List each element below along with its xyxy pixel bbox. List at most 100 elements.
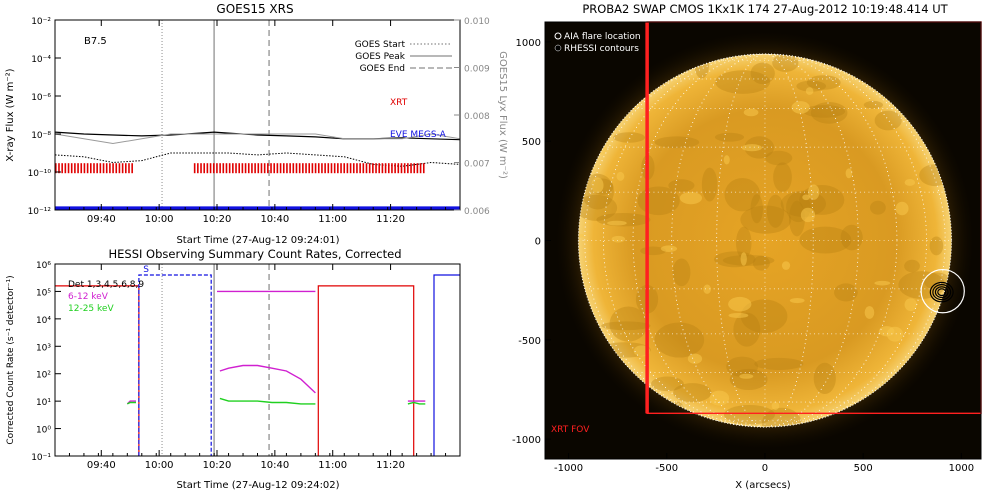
goes-xrt-interval-tick bbox=[193, 163, 196, 174]
goes-xrt-interval-tick bbox=[251, 163, 253, 174]
goes-legend-label: GOES Peak bbox=[355, 52, 405, 62]
hessi-saa-state-line bbox=[433, 274, 460, 456]
swap-bright-region bbox=[723, 155, 730, 165]
goes-xrt-interval-tick bbox=[352, 163, 355, 174]
swap-bright-region bbox=[864, 306, 875, 319]
hessi-state-label: S bbox=[143, 265, 149, 275]
swap-legend-label: AIA flare location bbox=[564, 32, 641, 42]
swap-dark-region bbox=[701, 167, 718, 202]
goes-xrt-interval-tick bbox=[368, 163, 371, 174]
goes-xrt-interval-tick bbox=[308, 163, 311, 174]
goes-chart-title: GOES15 XRS bbox=[216, 2, 293, 16]
swap-dark-region bbox=[754, 357, 804, 370]
goes-xrt-interval-tick bbox=[128, 163, 130, 174]
goes-legend-label: GOES Start bbox=[355, 40, 406, 50]
swap-x-tick-label: 1000 bbox=[949, 463, 974, 474]
hessi-count-rate-chart: HESSI Observing Summary Count Rates, Cor… bbox=[6, 247, 461, 491]
goes-right-y-axis-label: GOES15 Lyx Flux (W m⁻²) bbox=[497, 51, 508, 179]
goes-xrt-interval-tick bbox=[77, 163, 79, 174]
goes-y-tick-label: 10⁻⁸ bbox=[31, 131, 51, 141]
swap-bright-region bbox=[728, 296, 752, 312]
swap-dark-region bbox=[651, 376, 684, 392]
swap-dark-region bbox=[840, 224, 863, 251]
swap-longitude-line bbox=[584, 53, 946, 428]
goes-xrt-interval-tick bbox=[346, 163, 349, 174]
hessi-x-tick-label: 11:00 bbox=[318, 460, 347, 471]
goes-xrt-interval-tick bbox=[263, 163, 266, 174]
swap-x-tick-label: -500 bbox=[655, 463, 678, 474]
hessi-attenuator-state-line bbox=[317, 285, 415, 456]
goes-xrt-interval-tick bbox=[356, 163, 358, 174]
goes-xrt-interval-tick bbox=[118, 163, 121, 174]
swap-dark-region bbox=[750, 62, 775, 85]
goes-xrt-interval-tick bbox=[276, 163, 279, 174]
swap-bright-region bbox=[904, 179, 916, 186]
goes-xrt-interval-tick bbox=[206, 163, 209, 174]
swap-legend-label: RHESSI contours bbox=[564, 44, 639, 54]
goes-xrt-interval-tick bbox=[282, 163, 285, 174]
swap-rhessi-contour bbox=[934, 286, 949, 299]
swap-dark-region bbox=[772, 53, 799, 72]
swap-dark-region bbox=[722, 254, 775, 266]
hessi-y-tick-label: 10⁵ bbox=[36, 288, 51, 298]
goes-y-tick-label: 10⁻⁴ bbox=[31, 55, 51, 65]
swap-y-tick-label: 0 bbox=[535, 237, 541, 248]
swap-rhessi-contour bbox=[932, 284, 952, 301]
goes-xrt-interval-tick bbox=[109, 163, 111, 174]
swap-longitude-line bbox=[632, 53, 898, 428]
goes-xrt-interval-tick bbox=[254, 163, 256, 174]
swap-bright-region bbox=[679, 191, 703, 205]
goes-xrt-interval-tick bbox=[58, 163, 60, 174]
swap-xrt-fov-label: XRT FOV bbox=[551, 425, 590, 435]
goes-xrt-interval-tick bbox=[422, 163, 425, 174]
goes-xrt-interval-tick bbox=[305, 163, 307, 174]
goes-right-y-tick-label: 0.009 bbox=[464, 65, 490, 75]
goes-xrt-interval-tick bbox=[403, 163, 406, 174]
swap-image-title: PROBA2 SWAP CMOS 1Kx1K 174 27-Aug-2012 1… bbox=[582, 2, 948, 16]
goes-xrt-interval-tick bbox=[292, 163, 295, 174]
goes-xrt-interval-tick bbox=[86, 163, 89, 174]
hessi-x-tick-label: 10:40 bbox=[260, 460, 289, 471]
hessi-saa-state-line bbox=[138, 274, 212, 456]
goes-xrt-interval-tick bbox=[324, 163, 326, 174]
swap-dark-region bbox=[724, 177, 761, 212]
goes-xrt-interval-tick bbox=[241, 163, 244, 174]
swap-bright-region bbox=[741, 144, 762, 152]
goes-x-tick-label: 11:20 bbox=[376, 214, 405, 225]
goes-xrt-interval-tick bbox=[413, 163, 416, 174]
goes-xrt-interval-tick bbox=[387, 163, 390, 174]
swap-dark-region bbox=[923, 272, 951, 290]
hessi-plot-frame bbox=[54, 263, 461, 457]
swap-bright-region bbox=[611, 235, 626, 243]
hessi-x-tick-label: 10:20 bbox=[203, 460, 232, 471]
swap-dark-region bbox=[869, 200, 886, 215]
goes-xrt-interval-tick bbox=[359, 163, 361, 174]
goes-xrt-interval-tick bbox=[384, 163, 387, 174]
goes-xrt-interval-tick bbox=[298, 163, 301, 174]
swap-bright-region bbox=[703, 284, 711, 294]
goes-xrt-interval-tick bbox=[115, 163, 118, 174]
goes-xrt-interval-tick bbox=[267, 163, 269, 174]
goes-xrt-interval-tick bbox=[225, 163, 228, 174]
swap-bright-region bbox=[895, 201, 909, 216]
goes-xrt-interval-tick bbox=[286, 163, 288, 174]
goes-xrt-interval-tick bbox=[131, 163, 133, 174]
goes-xrt-interval-tick bbox=[410, 163, 412, 174]
goes-xrt-interval-tick bbox=[372, 163, 374, 174]
swap-dark-region bbox=[723, 404, 775, 425]
swap-dark-region bbox=[789, 200, 805, 237]
goes-xrt-interval-tick bbox=[407, 163, 409, 174]
swap-dark-region bbox=[654, 322, 705, 358]
swap-bright-region bbox=[791, 101, 810, 114]
hessi-y-tick-label: 10² bbox=[36, 371, 51, 381]
goes-xrt-interval-tick bbox=[219, 163, 221, 174]
swap-dark-region bbox=[613, 132, 646, 143]
goes-xrt-interval-tick bbox=[232, 163, 234, 174]
goes-xrt-interval-tick bbox=[391, 163, 393, 174]
swap-bright-region bbox=[800, 207, 816, 223]
goes-xrt-interval-tick bbox=[67, 163, 70, 174]
swap-solar-image: PROBA2 SWAP CMOS 1Kx1K 174 27-Aug-2012 1… bbox=[512, 2, 982, 491]
goes-xrt-interval-tick bbox=[83, 163, 86, 174]
goes-flare-class-label: B7.5 bbox=[84, 36, 107, 47]
